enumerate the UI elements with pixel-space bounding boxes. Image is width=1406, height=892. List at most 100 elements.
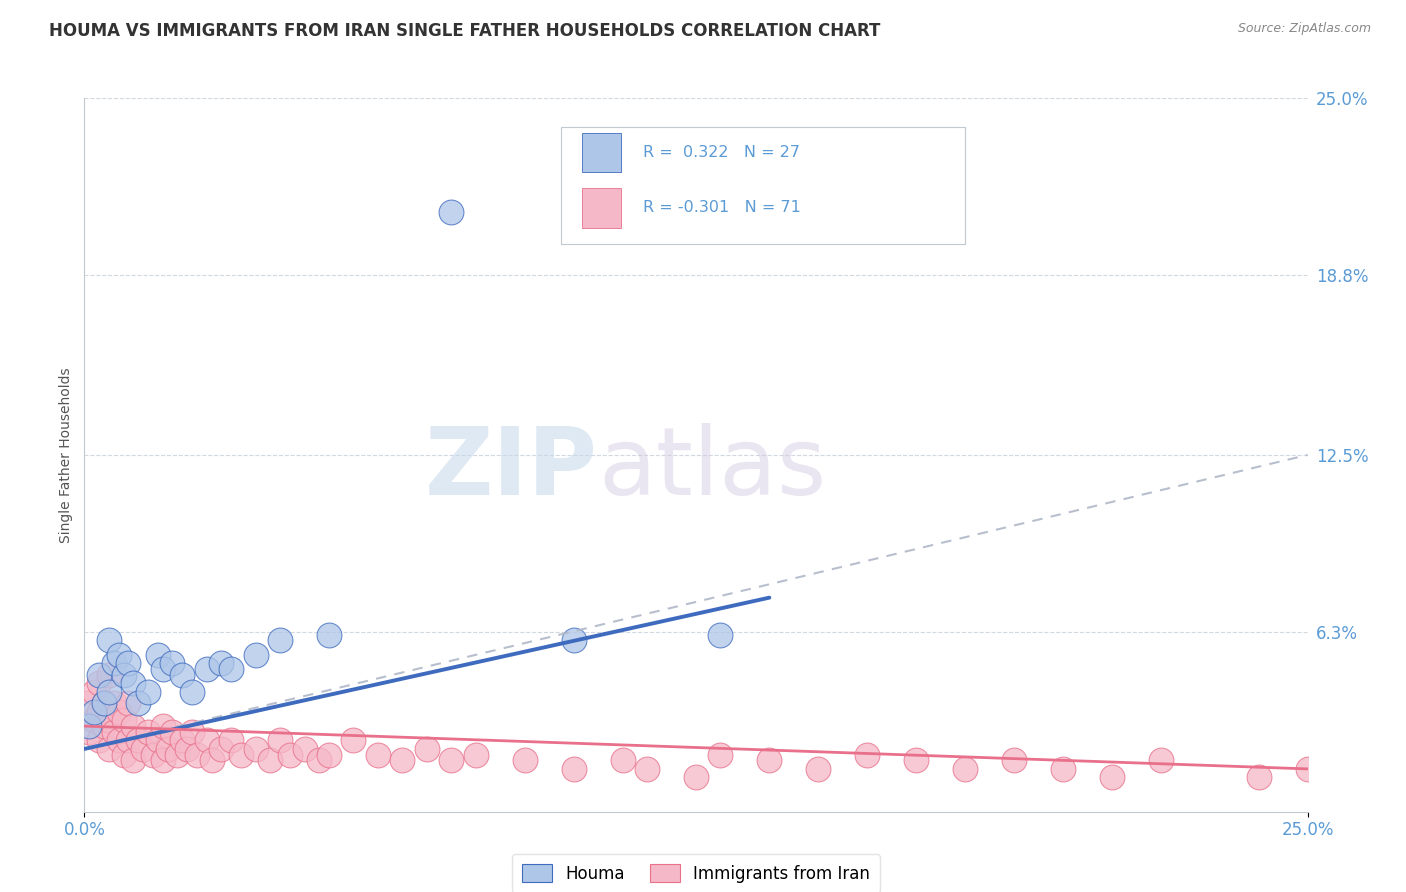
Point	[318, 628, 340, 642]
Point	[318, 747, 340, 762]
Point	[103, 724, 125, 739]
Text: R = -0.301   N = 71: R = -0.301 N = 71	[644, 201, 801, 216]
Point	[200, 753, 222, 767]
Point	[93, 719, 115, 733]
Point	[166, 747, 188, 762]
Point	[1101, 771, 1123, 785]
Point	[440, 753, 463, 767]
Point	[112, 667, 135, 681]
Point	[245, 742, 267, 756]
Point	[391, 753, 413, 767]
Point	[103, 657, 125, 671]
Point	[219, 662, 242, 676]
Point	[156, 742, 179, 756]
Point	[127, 696, 149, 710]
Point	[132, 742, 155, 756]
Point	[107, 705, 129, 719]
Point	[117, 733, 139, 747]
Point	[152, 662, 174, 676]
Point	[1247, 771, 1270, 785]
Point	[83, 705, 105, 719]
Point	[905, 753, 928, 767]
Point	[77, 724, 100, 739]
Text: atlas: atlas	[598, 423, 827, 516]
Point	[162, 724, 184, 739]
Point	[278, 747, 301, 762]
Point	[195, 733, 218, 747]
Point	[87, 676, 110, 690]
Point	[181, 685, 204, 699]
Point	[513, 753, 536, 767]
Point	[112, 714, 135, 728]
Point	[342, 733, 364, 747]
Point	[367, 747, 389, 762]
Point	[87, 705, 110, 719]
Point	[709, 628, 731, 642]
Point	[209, 657, 232, 671]
Point	[685, 771, 707, 785]
Point	[146, 648, 169, 662]
Point	[117, 696, 139, 710]
Text: HOUMA VS IMMIGRANTS FROM IRAN SINGLE FATHER HOUSEHOLDS CORRELATION CHART: HOUMA VS IMMIGRANTS FROM IRAN SINGLE FAT…	[49, 22, 880, 40]
Text: ZIP: ZIP	[425, 423, 598, 516]
Point	[146, 733, 169, 747]
Point	[953, 762, 976, 776]
Point	[1150, 753, 1173, 767]
Point	[172, 667, 194, 681]
Point	[122, 676, 145, 690]
Point	[219, 733, 242, 747]
Point	[807, 762, 830, 776]
Point	[97, 714, 120, 728]
Point	[77, 719, 100, 733]
Point	[112, 747, 135, 762]
Point	[269, 733, 291, 747]
Point	[152, 753, 174, 767]
Point	[195, 662, 218, 676]
Point	[127, 733, 149, 747]
Point	[308, 753, 330, 767]
Point	[464, 747, 486, 762]
Point	[97, 667, 120, 681]
Point	[209, 742, 232, 756]
Point	[562, 633, 585, 648]
Point	[83, 685, 105, 699]
Text: Source: ZipAtlas.com: Source: ZipAtlas.com	[1237, 22, 1371, 36]
Point	[1052, 762, 1074, 776]
Point	[176, 742, 198, 756]
Point	[103, 696, 125, 710]
Point	[1002, 753, 1025, 767]
Point	[162, 657, 184, 671]
Point	[612, 753, 634, 767]
Point	[97, 685, 120, 699]
Point	[97, 742, 120, 756]
Point	[172, 733, 194, 747]
Point	[758, 753, 780, 767]
Bar	[582, 188, 621, 227]
Point	[136, 724, 159, 739]
Point	[83, 714, 105, 728]
Text: R =  0.322   N = 27: R = 0.322 N = 27	[644, 145, 800, 161]
Point	[87, 667, 110, 681]
Point	[117, 657, 139, 671]
Point	[269, 633, 291, 648]
Point	[142, 747, 165, 762]
Point	[97, 633, 120, 648]
Point	[77, 696, 100, 710]
Point	[229, 747, 252, 762]
Point	[107, 733, 129, 747]
Point	[136, 685, 159, 699]
Point	[1296, 762, 1319, 776]
Point	[152, 719, 174, 733]
Point	[440, 205, 463, 219]
Point	[181, 724, 204, 739]
Bar	[582, 133, 621, 172]
Point	[107, 648, 129, 662]
Point	[294, 742, 316, 756]
Point	[87, 733, 110, 747]
FancyBboxPatch shape	[561, 127, 965, 244]
Legend: Houma, Immigrants from Iran: Houma, Immigrants from Iran	[512, 855, 880, 892]
Point	[562, 762, 585, 776]
Point	[122, 719, 145, 733]
Point	[709, 747, 731, 762]
Point	[856, 747, 879, 762]
